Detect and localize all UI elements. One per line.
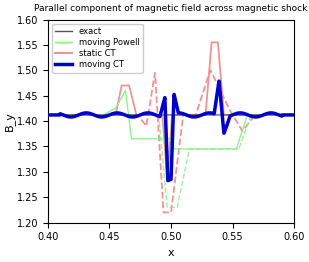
X-axis label: x: x	[168, 248, 174, 258]
Y-axis label: B_y: B_y	[4, 111, 15, 131]
Title: Parallel component of magnetic field across magnetic shock: Parallel component of magnetic field acr…	[34, 4, 308, 13]
Legend: exact, moving Powell, static CT, moving CT: exact, moving Powell, static CT, moving …	[52, 24, 143, 73]
